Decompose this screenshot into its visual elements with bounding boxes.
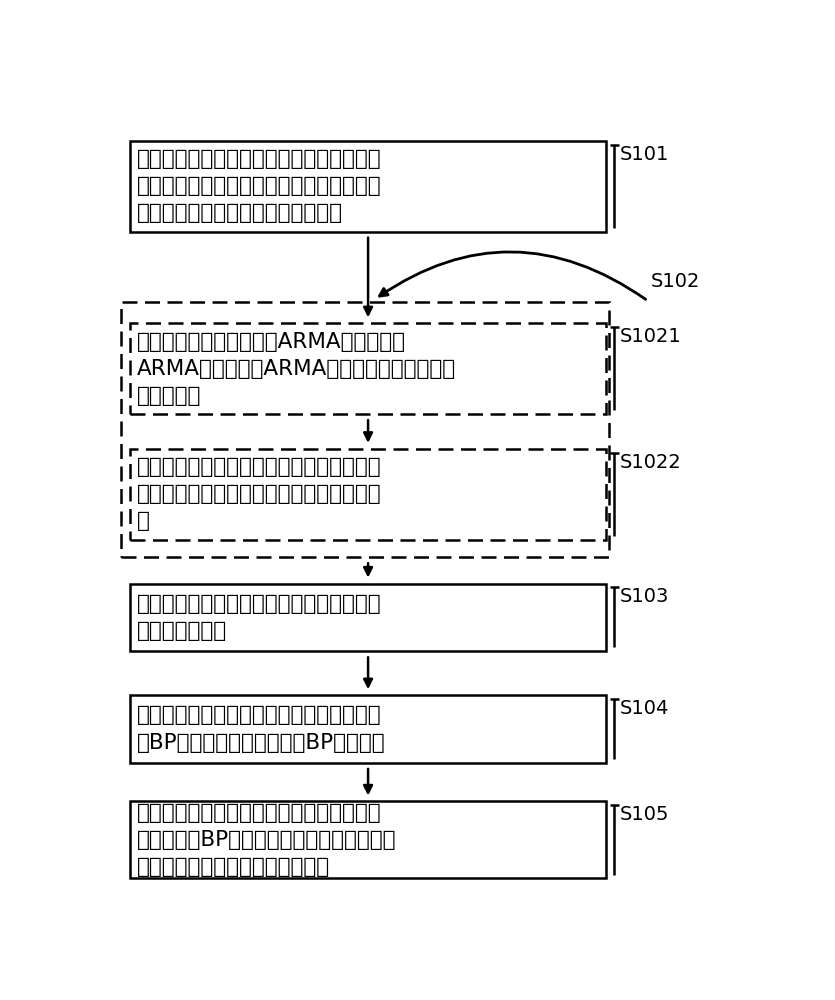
Text: 根据训练用样本数据对应的标准心电信号训
练BP神经网络，得到训练后BP神经网络: 根据训练用样本数据对应的标准心电信号训 练BP神经网络，得到训练后BP神经网络	[137, 705, 386, 753]
Polygon shape	[130, 323, 606, 414]
Text: 对包含参考特征类别心电信号的样本数据除
噪处理得到滤波心电信号，所述样本数据包
括训练用样本数据和测试用样本数据: 对包含参考特征类别心电信号的样本数据除 噪处理得到滤波心电信号，所述样本数据包 …	[137, 149, 382, 223]
Polygon shape	[130, 141, 606, 232]
Polygon shape	[130, 695, 606, 763]
Text: S101: S101	[620, 145, 670, 164]
Text: 对所述特征心电信号进行数据归一化处理得
到标准心电信号: 对所述特征心电信号进行数据归一化处理得 到标准心电信号	[137, 594, 382, 641]
Text: S102: S102	[651, 272, 701, 291]
Text: 将测试用样本数据对应的标准心电信号注入
所述训练后BP神经网络，获取所述测试用样
本数据对应的标准信号的分类结果: 将测试用样本数据对应的标准心电信号注入 所述训练后BP神经网络，获取所述测试用样…	[137, 803, 397, 877]
Text: S105: S105	[620, 805, 670, 824]
Polygon shape	[130, 449, 606, 540]
Text: S1022: S1022	[620, 453, 682, 472]
Polygon shape	[130, 801, 606, 878]
Polygon shape	[130, 584, 606, 651]
Text: S103: S103	[620, 587, 670, 606]
Text: 获取所述心电信号特征向量集，对所述心电
特征向量集进行白化处理，得到特征心电信
号: 获取所述心电信号特征向量集，对所述心电 特征向量集进行白化处理，得到特征心电信 …	[137, 457, 382, 531]
Text: 将所述滤波心电信号注入ARMA模型，所述
ARMA模型生成以ARMA系数为特征的心电信号
特征向量集: 将所述滤波心电信号注入ARMA模型，所述 ARMA模型生成以ARMA系数为特征的…	[137, 332, 456, 406]
Text: S104: S104	[620, 699, 670, 718]
Text: S1021: S1021	[620, 327, 682, 346]
